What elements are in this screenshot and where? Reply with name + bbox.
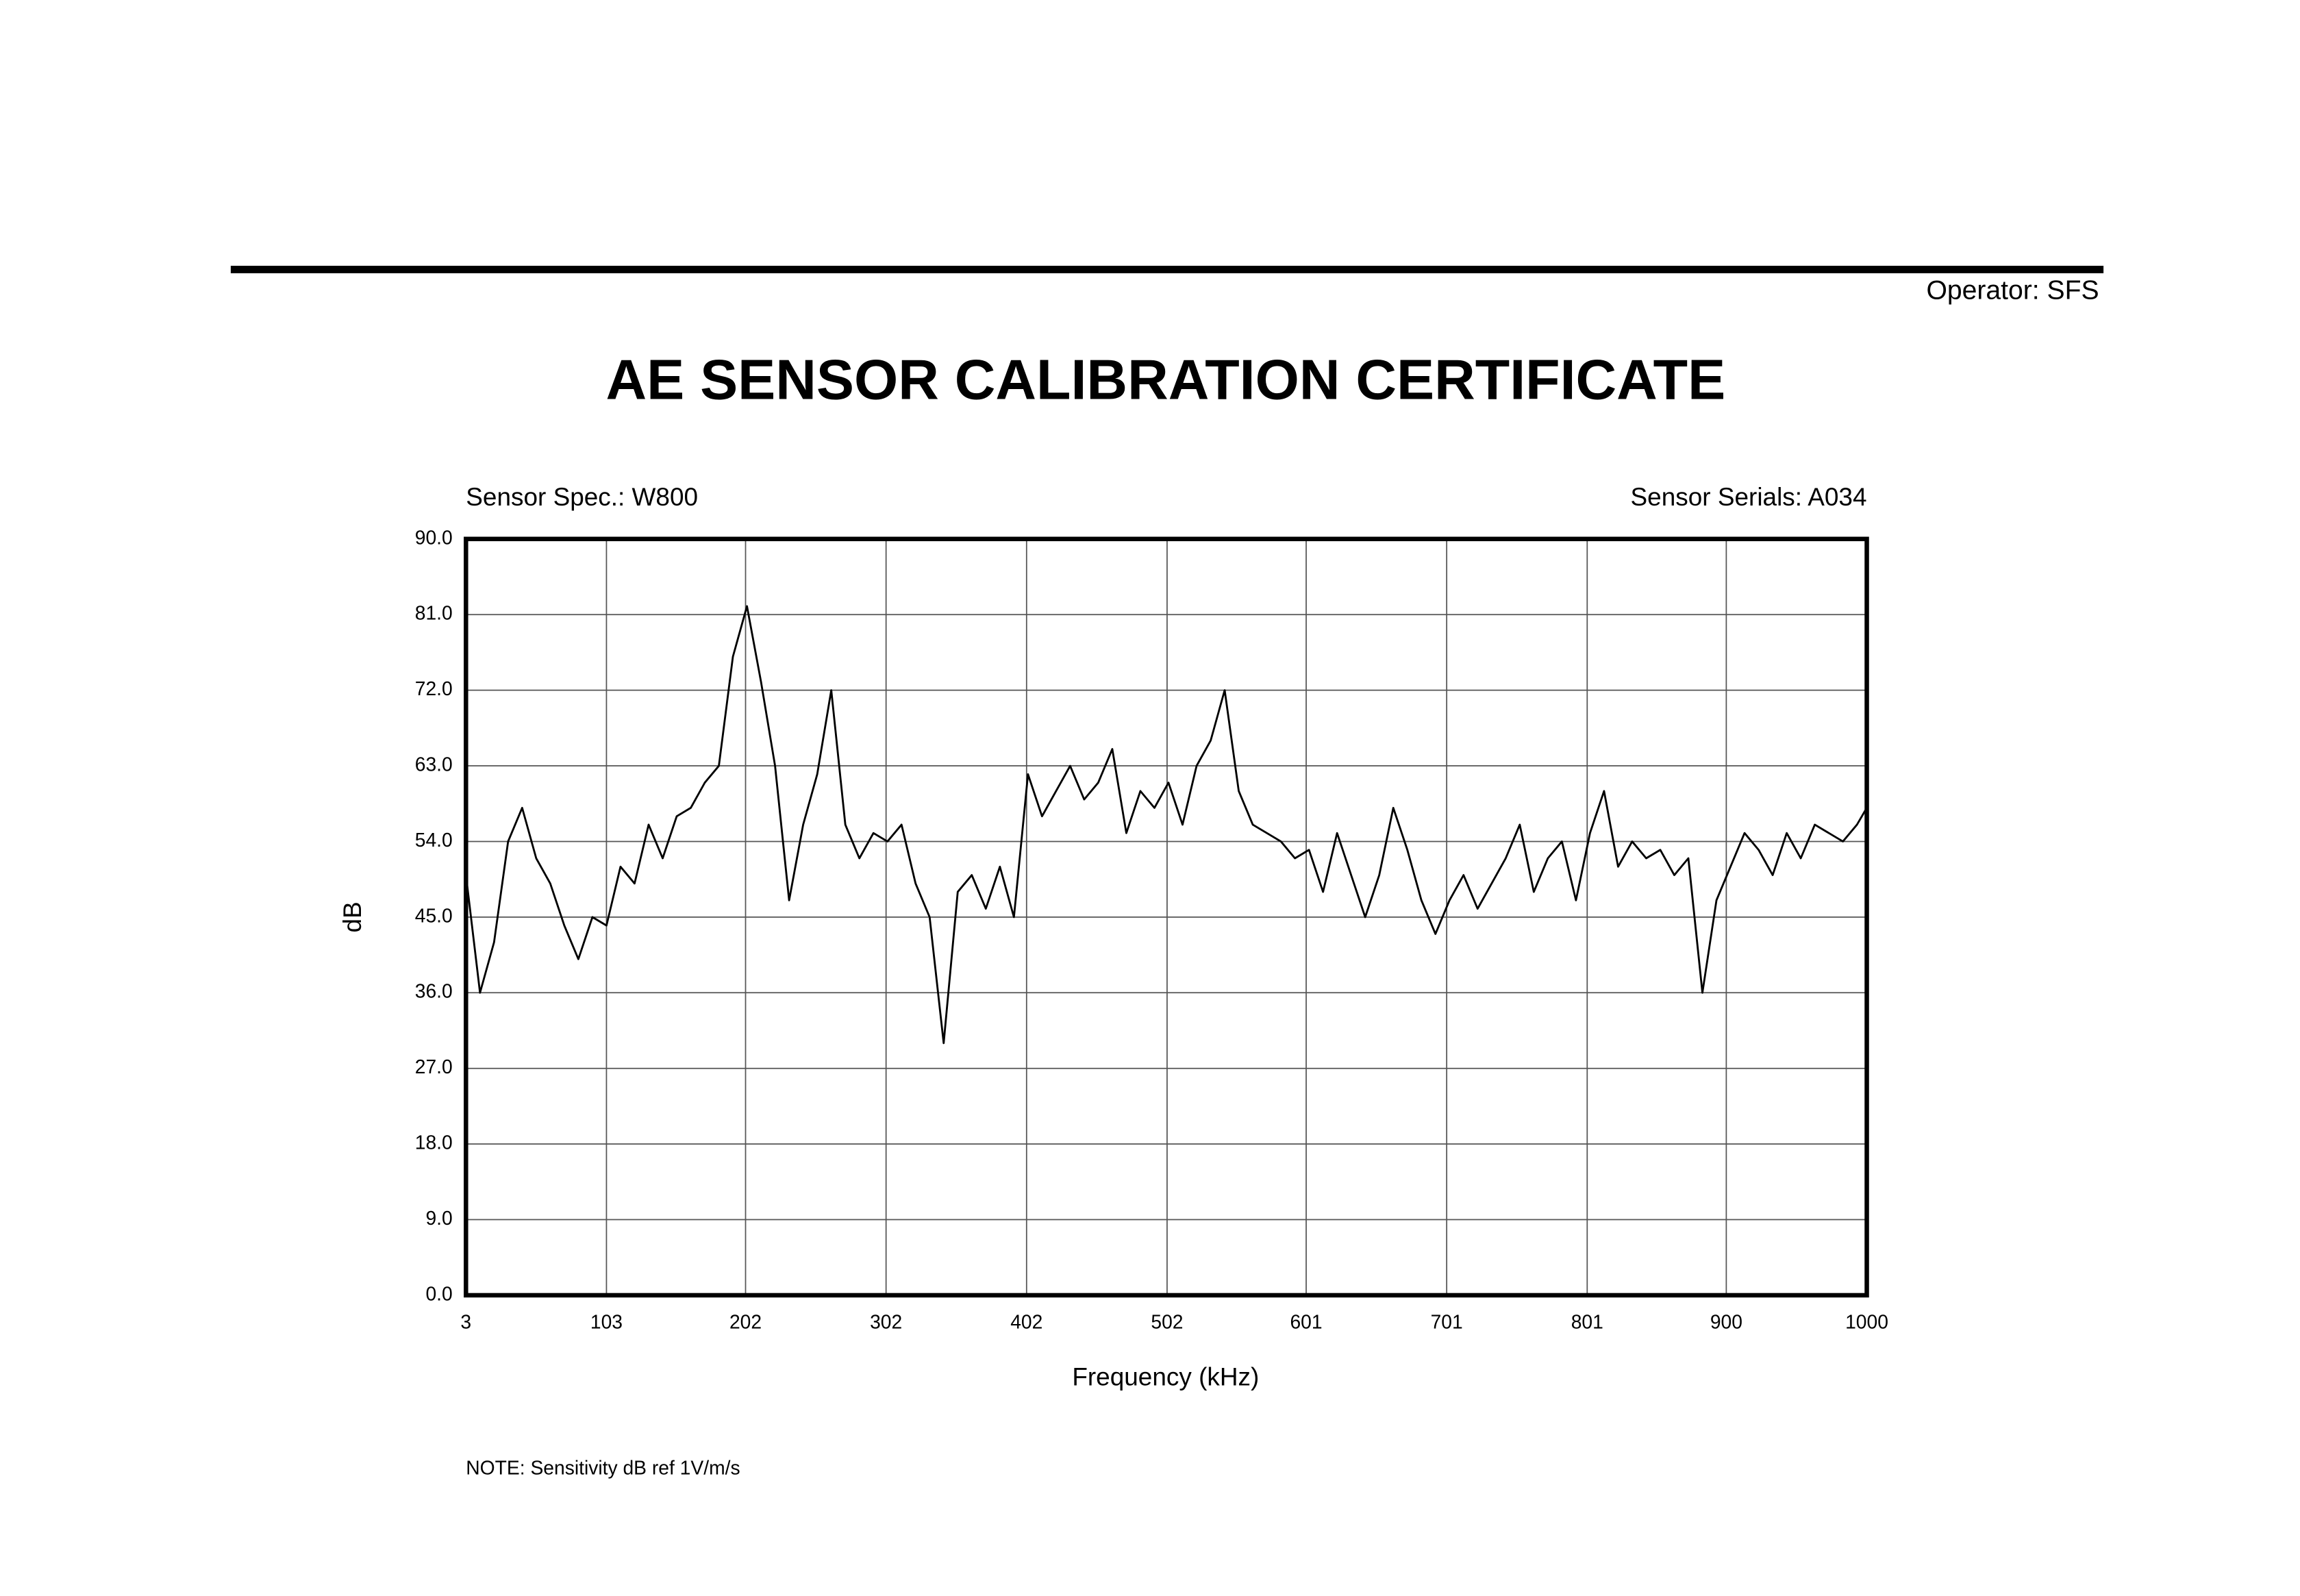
x-tick-label: 601 <box>1290 1311 1322 1333</box>
x-tick-label: 1000 <box>1845 1311 1888 1333</box>
x-axis-label: Frequency (kHz) <box>1072 1362 1259 1391</box>
x-tick-label: 202 <box>729 1311 762 1333</box>
x-tick-label: 3 <box>460 1311 471 1333</box>
chart-title: AE SENSOR CALIBRATION CERTIFICATE <box>605 348 1725 412</box>
y-axis-label: dB <box>338 901 366 932</box>
x-tick-label: 402 <box>1010 1311 1042 1333</box>
x-tick-label: 502 <box>1151 1311 1183 1333</box>
y-tick-label: 90.0 <box>415 526 453 548</box>
x-tick-label: 701 <box>1431 1311 1463 1333</box>
y-tick-label: 54.0 <box>415 829 453 851</box>
y-tick-label: 9.0 <box>425 1207 452 1229</box>
x-tick-label: 900 <box>1710 1311 1742 1333</box>
x-tick-label: 801 <box>1571 1311 1603 1333</box>
y-tick-label: 18.0 <box>415 1132 453 1154</box>
x-tick-label: 302 <box>870 1311 902 1333</box>
note: NOTE: Sensitivity dB ref 1V/m/s <box>466 1457 740 1479</box>
data-line <box>464 605 1868 1045</box>
operator: Operator: SFS <box>1926 275 2099 305</box>
y-tick-label: 0.0 <box>425 1282 452 1304</box>
y-tick-label: 45.0 <box>415 904 453 926</box>
x-tick-label: 103 <box>590 1311 623 1333</box>
y-tick-label: 81.0 <box>415 602 453 624</box>
plot-frame <box>464 536 1869 1298</box>
y-tick-label: 72.0 <box>415 677 453 699</box>
sensor-serials: Sensor Serials: A034 <box>1631 483 1867 511</box>
y-tick-label: 27.0 <box>415 1056 453 1077</box>
y-tick-label: 36.0 <box>415 980 453 1002</box>
y-tick-label: 63.0 <box>415 753 453 775</box>
sensor-spec: Sensor Spec.: W800 <box>466 483 698 511</box>
